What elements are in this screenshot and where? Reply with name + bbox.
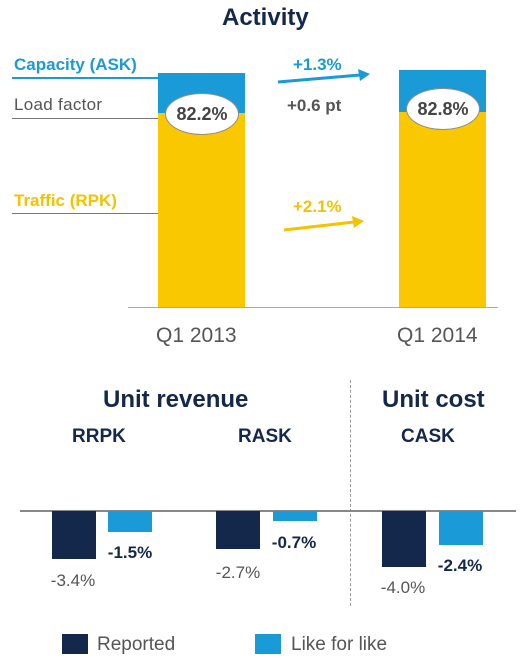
legend-reported-label: Reported <box>97 634 176 655</box>
traffic-label: Traffic (RPK) <box>14 191 117 210</box>
rask-lfl-value: -0.7% <box>271 533 317 552</box>
capacity-label: Capacity (ASK) <box>14 55 137 74</box>
rask-lfl-bar <box>273 511 317 521</box>
capacity-underline <box>12 77 158 79</box>
traffic-underline <box>12 213 158 214</box>
cask-lfl-bar <box>439 511 483 545</box>
bar-2014-traffic <box>399 112 486 307</box>
unit-cost-title: Unit cost <box>382 386 485 413</box>
bar-2013-traffic <box>158 113 245 307</box>
legend-lfl-label: Like for like <box>291 634 388 655</box>
load-factor-2014: 82.8% <box>406 88 480 130</box>
legend-reported-swatch <box>62 634 88 654</box>
legend-lfl-swatch <box>255 634 281 654</box>
load-factor-change: +0.6 pt <box>287 96 342 115</box>
cask-reported-value: -4.0% <box>380 578 426 597</box>
rask-reported-value: -2.7% <box>215 563 261 582</box>
capacity-change: +1.3% <box>293 55 342 74</box>
unit-baseline <box>20 510 516 512</box>
traffic-change: +2.1% <box>293 197 342 216</box>
rrpk-label: RRPK <box>72 426 126 447</box>
traffic-arrow-icon <box>283 216 364 232</box>
cask-label: CASK <box>401 426 455 447</box>
load-factor-label: Load factor <box>14 95 103 114</box>
activity-title: Activity <box>222 4 309 31</box>
section-divider <box>350 380 351 606</box>
cask-reported-bar <box>382 511 426 567</box>
rask-label: RASK <box>238 426 292 447</box>
rrpk-reported-bar <box>52 511 96 559</box>
period-2014: Q1 2014 <box>397 324 478 347</box>
rrpk-lfl-bar <box>108 511 152 532</box>
activity-baseline <box>128 307 498 308</box>
capacity-arrow-icon <box>277 69 370 84</box>
load-factor-underline <box>12 118 158 119</box>
load-factor-2013: 82.2% <box>165 93 239 135</box>
period-2013: Q1 2013 <box>156 324 237 347</box>
rrpk-reported-value: -3.4% <box>50 571 96 590</box>
cask-lfl-value: -2.4% <box>437 556 483 575</box>
unit-revenue-title: Unit revenue <box>103 386 249 413</box>
rask-reported-bar <box>216 511 260 549</box>
rrpk-lfl-value: -1.5% <box>107 543 153 562</box>
